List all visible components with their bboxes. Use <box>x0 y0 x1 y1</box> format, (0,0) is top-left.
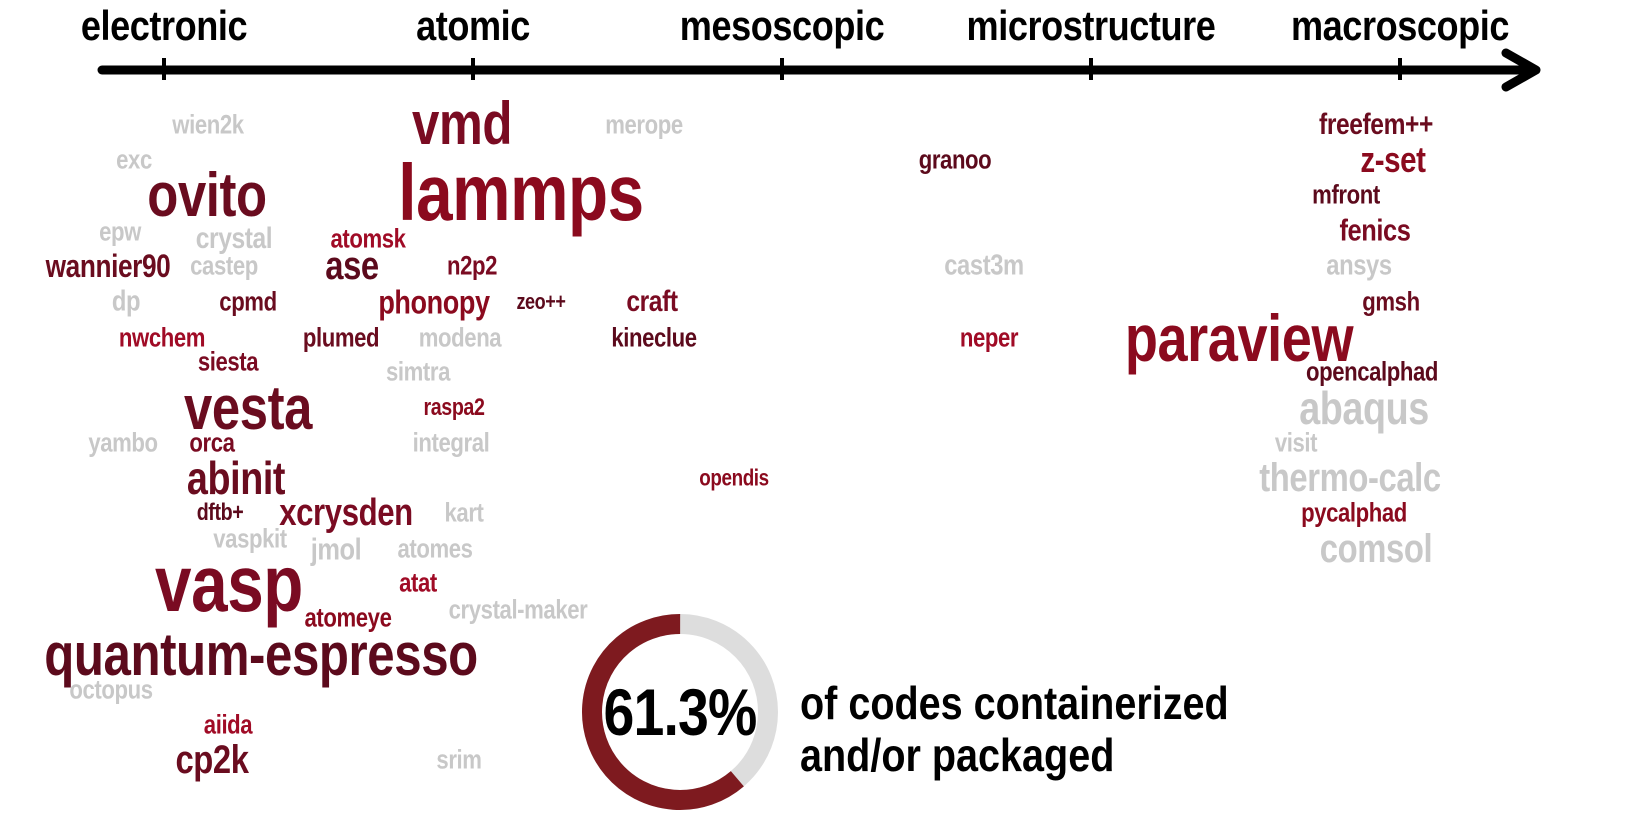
code-label-aiida: aiida <box>203 709 253 740</box>
code-label-cp2k: cp2k <box>175 738 249 782</box>
scale-axis-arrowhead <box>1501 48 1541 92</box>
code-label-castep: castep <box>190 250 258 281</box>
code-label-jmol: jmol <box>310 531 362 567</box>
code-label-gmsh: gmsh <box>1362 286 1420 317</box>
code-label-comsol: comsol <box>1319 527 1433 571</box>
caption-line-1: of codes containerized <box>800 677 1229 729</box>
code-label-atomes: atomes <box>397 533 473 564</box>
code-label-freefem: freefem++ <box>1319 108 1433 141</box>
code-label-abinit: abinit <box>186 452 286 504</box>
code-label-neper: neper <box>959 322 1019 353</box>
code-label-dp: dp <box>111 285 141 318</box>
code-label-wien2k: wien2k <box>172 109 244 140</box>
code-label-vasp: vasp <box>155 539 303 628</box>
code-label-vmd: vmd <box>412 90 512 157</box>
caption-line-2: and/or packaged <box>800 729 1115 781</box>
code-label-zeo: zeo++ <box>516 289 566 314</box>
code-label-mfront: mfront <box>1312 179 1380 210</box>
scale-label-electronic: electronic <box>80 2 248 49</box>
code-label-phonopy: phonopy <box>378 283 490 321</box>
code-label-atat: atat <box>399 567 437 598</box>
code-label-ovito: ovito <box>147 161 267 230</box>
code-label-dftb: dftb+ <box>196 499 244 526</box>
code-label-nwchem: nwchem <box>118 322 206 353</box>
code-label-opendis: opendis <box>699 464 769 491</box>
scale-label-atomic: atomic <box>416 2 530 49</box>
code-label-cpmd: cpmd <box>219 286 277 317</box>
code-label-visit: visit <box>1274 427 1318 458</box>
scale-label-mesoscopic: mesoscopic <box>679 2 885 49</box>
packaged-percentage: 61.3% <box>603 675 758 749</box>
packaged-share-donut <box>582 614 778 810</box>
code-label-merope: merope <box>605 109 683 140</box>
code-label-fenics: fenics <box>1339 212 1411 248</box>
code-label-atomsk: atomsk <box>330 223 406 254</box>
code-label-thermo-calc: thermo-calc <box>1259 456 1441 500</box>
code-label-quantum-espresso: quantum-espresso <box>44 621 478 688</box>
code-label-vaspkit: vaspkit <box>213 523 287 554</box>
scale-label-macroscopic: macroscopic <box>1290 2 1510 49</box>
code-label-simtra: simtra <box>386 356 450 387</box>
code-label-siesta: siesta <box>197 346 259 377</box>
code-label-paraview: paraview <box>1124 301 1354 375</box>
code-label-wannier90: wannier90 <box>45 248 171 284</box>
code-label-ase: ase <box>325 244 379 288</box>
code-label-cast3m: cast3m <box>944 249 1024 282</box>
code-label-n2p2: n2p2 <box>446 250 498 281</box>
code-label-modena: modena <box>418 322 502 353</box>
code-label-xcrysden: xcrysden <box>279 492 413 534</box>
code-label-crystal-maker: crystal-maker <box>448 594 588 625</box>
code-label-epw: epw <box>99 216 141 247</box>
code-label-yambo: yambo <box>88 427 158 458</box>
code-label-craft: craft <box>626 285 678 318</box>
code-label-crystal: crystal <box>195 222 273 255</box>
code-label-orca: orca <box>189 427 235 458</box>
code-label-atomeye: atomeye <box>304 602 392 633</box>
code-label-kineclue: kineclue <box>611 322 697 353</box>
code-label-kart: kart <box>444 497 484 528</box>
code-label-z-set: z-set <box>1360 139 1426 180</box>
code-label-ansys: ansys <box>1326 249 1392 282</box>
code-label-pycalphad: pycalphad <box>1301 497 1407 528</box>
code-label-raspa2: raspa2 <box>423 394 485 421</box>
code-label-plumed: plumed <box>302 322 380 353</box>
code-label-srim: srim <box>436 744 482 775</box>
scale-axis <box>97 48 1541 92</box>
code-label-lammps: lammps <box>398 148 644 237</box>
code-label-exc: exc <box>116 144 152 175</box>
scale-label-microstructure: microstructure <box>966 2 1216 49</box>
code-label-octopus: octopus <box>69 674 153 705</box>
code-label-granoo: granoo <box>918 144 992 175</box>
code-label-abaqus: abaqus <box>1299 382 1429 434</box>
code-label-integral: integral <box>412 427 490 458</box>
code-label-vesta: vesta <box>184 374 312 443</box>
code-label-opencalphad: opencalphad <box>1305 356 1439 387</box>
